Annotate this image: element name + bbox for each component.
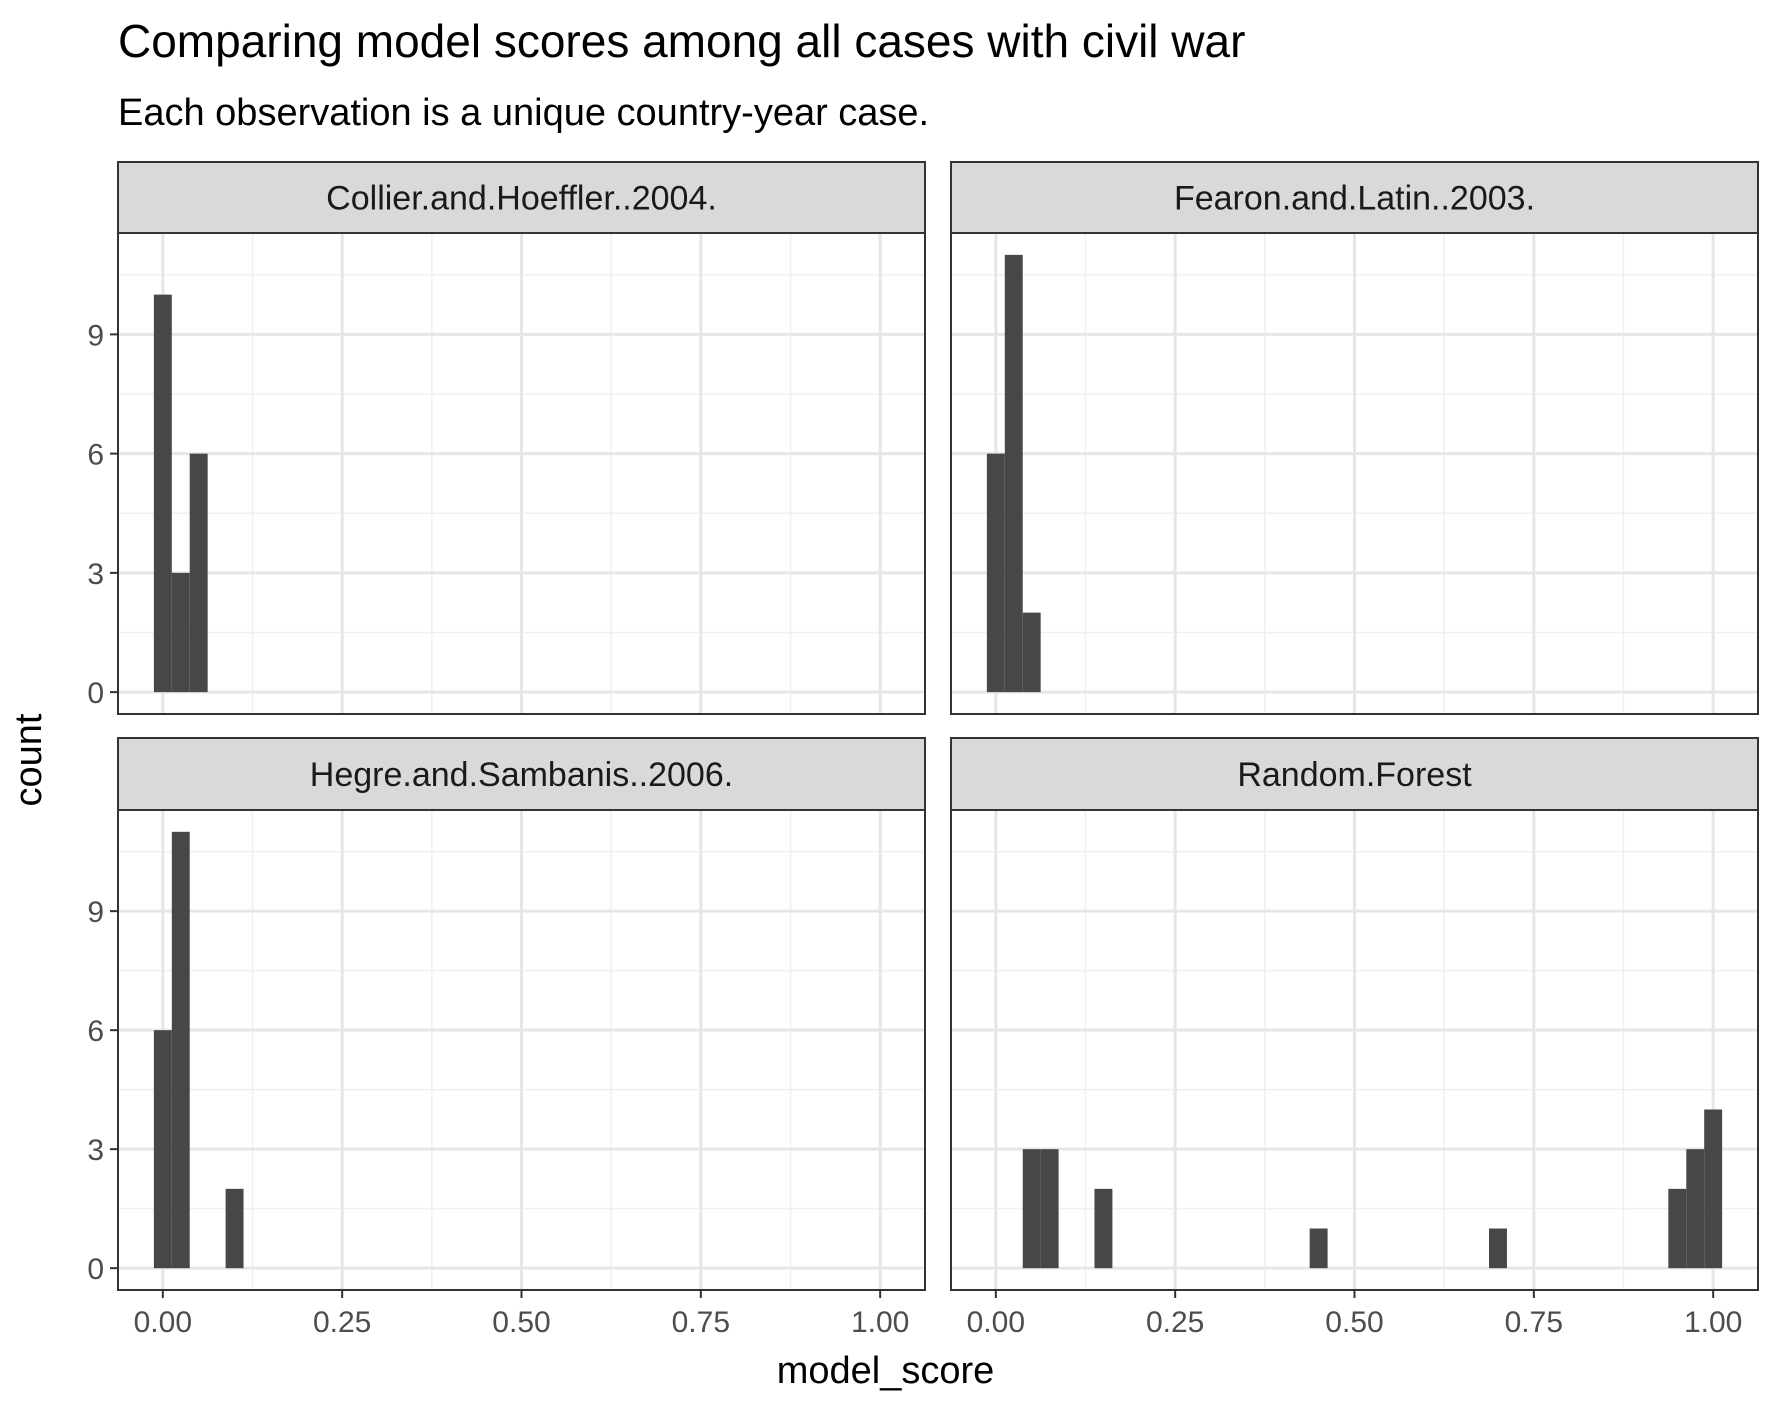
chart-subtitle: Each observation is a unique country-yea… [118, 92, 930, 134]
y-axis-label: count [8, 713, 50, 807]
x-tick-label: 0.25 [1146, 1306, 1204, 1339]
y-tick-label: 0 [87, 677, 104, 710]
facet-strip-label: Hegre.and.Sambanis..2006. [310, 756, 733, 794]
facet-strip-label: Collier.and.Hoeffler..2004. [326, 180, 717, 218]
histogram-bar [1022, 1149, 1041, 1269]
histogram-bar [986, 453, 1005, 693]
facet-panel: Fearon.and.Latin..2003. [950, 161, 1759, 715]
histogram-bar [1309, 1228, 1328, 1269]
x-tick-label: 0.00 [967, 1306, 1025, 1339]
x-tick-label: 0.00 [134, 1306, 192, 1339]
histogram-bar [1094, 1188, 1113, 1269]
histogram-bar [1004, 254, 1023, 693]
histogram-bar [171, 572, 190, 693]
histogram-bar [225, 1188, 244, 1269]
facet-strip [950, 161, 1759, 234]
x-tick-label: 0.75 [672, 1306, 730, 1339]
x-tick-label: 1.00 [1684, 1306, 1742, 1339]
x-tick-label: 0.50 [1325, 1306, 1383, 1339]
x-tick-label: 0.50 [492, 1306, 550, 1339]
histogram-bar [171, 831, 190, 1269]
histogram-bar [153, 294, 172, 693]
y-tick-label: 9 [87, 896, 104, 929]
panel-border [950, 232, 1759, 715]
x-tick-label: 0.75 [1505, 1306, 1563, 1339]
y-tick-label: 0 [87, 1253, 104, 1286]
facet-strip-label: Fearon.and.Latin..2003. [1174, 180, 1535, 218]
x-tick-label: 0.25 [313, 1306, 371, 1339]
histogram-bar [189, 453, 208, 693]
facet-strip [950, 737, 1759, 811]
facet-panel: Random.Forest 0.00 0.25 0.50 0.75 1.00 [950, 737, 1759, 1339]
y-tick-label: 9 [87, 319, 104, 352]
histogram-bar [1489, 1228, 1507, 1269]
x-tick-label: 1.00 [851, 1306, 909, 1339]
y-tick-label: 3 [87, 1134, 104, 1167]
histogram-bar [1668, 1188, 1687, 1269]
facet-panel: Collier.and.Hoeffler..2004. 0 3 6 9 [87, 161, 926, 715]
histogram-bar [153, 1030, 172, 1269]
facet-panel: Hegre.and.Sambanis..2006. 0 3 6 9 0.00 0.25 0.5… [87, 737, 926, 1339]
y-tick-label: 3 [87, 558, 104, 591]
histogram-bar [1040, 1149, 1059, 1269]
panel-border [117, 232, 926, 715]
facet-strip [117, 737, 926, 811]
facet-strip-label: Random.Forest [1237, 756, 1472, 794]
histogram-bar [1022, 612, 1041, 693]
histogram-bar [1686, 1149, 1705, 1269]
x-axis-label: model_score [776, 1350, 995, 1392]
histogram-bar [1704, 1109, 1723, 1269]
y-tick-label: 6 [87, 439, 104, 472]
chart-title: Comparing model scores among all cases w… [118, 15, 1246, 67]
y-tick-label: 6 [87, 1015, 104, 1048]
